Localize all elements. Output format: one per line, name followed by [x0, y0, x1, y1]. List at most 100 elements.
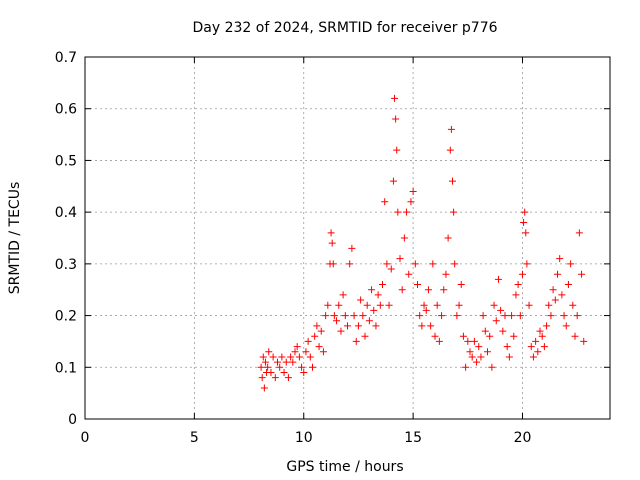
data-point: [453, 312, 461, 320]
data-point: [385, 301, 393, 309]
data-point: [341, 312, 349, 320]
data-point: [376, 301, 384, 309]
data-point: [549, 286, 557, 294]
data-point: [374, 291, 382, 299]
data-point: [383, 260, 391, 268]
y-tick-label: 0.1: [55, 360, 77, 376]
data-point: [488, 363, 496, 371]
data-point: [516, 312, 524, 320]
data-point: [327, 229, 335, 237]
data-point: [333, 317, 341, 325]
data-point: [324, 301, 332, 309]
data-point: [370, 306, 378, 314]
data-point: [497, 306, 505, 314]
data-point: [354, 322, 362, 330]
data-point: [462, 363, 470, 371]
data-point: [457, 281, 465, 289]
data-point: [503, 343, 511, 351]
data-point: [313, 322, 321, 330]
data-point: [512, 291, 520, 299]
data-point: [435, 337, 443, 345]
data-point: [414, 281, 421, 289]
data-point: [418, 322, 426, 330]
plot-frame: [84, 56, 611, 420]
x-axis: 0 5 10 15 20: [81, 57, 531, 446]
data-point: [315, 343, 323, 351]
data-point: [280, 368, 288, 376]
data-point: [306, 353, 314, 361]
data-point: [525, 301, 533, 309]
data-points: [257, 94, 588, 392]
y-tick-label: 0.5: [55, 153, 77, 169]
data-point: [508, 312, 516, 320]
data-point: [431, 332, 439, 340]
data-point: [429, 260, 437, 268]
y-tick-label: 0.4: [55, 205, 77, 221]
data-point: [534, 348, 542, 356]
data-point: [372, 322, 380, 330]
data-point: [379, 281, 386, 289]
data-point: [381, 198, 389, 206]
data-point: [330, 312, 338, 320]
data-point: [567, 260, 575, 268]
data-point: [422, 306, 430, 314]
data-point: [282, 358, 290, 366]
data-point: [278, 353, 286, 361]
data-point: [521, 208, 529, 216]
data-point: [357, 296, 365, 304]
data-point: [545, 301, 553, 309]
data-point: [319, 348, 327, 356]
y-tick-label: 0.7: [55, 50, 77, 66]
data-point: [449, 177, 456, 185]
data-point: [569, 301, 577, 309]
data-point: [468, 353, 476, 361]
data-point: [391, 94, 399, 102]
x-tick-label: 10: [295, 430, 313, 446]
data-point: [344, 322, 351, 330]
y-tick-label: 0.2: [55, 309, 77, 325]
data-point: [396, 255, 404, 263]
chart-title: Day 232 of 2024, SRMTID for receiver p77…: [192, 20, 497, 36]
data-point: [368, 286, 376, 294]
data-point: [289, 358, 297, 366]
data-point: [398, 286, 406, 294]
data-point: [564, 281, 572, 289]
y-axis-label: SRMTID / TECUs: [7, 182, 23, 295]
data-point: [551, 296, 559, 304]
data-point: [505, 353, 513, 361]
data-point: [479, 312, 487, 320]
data-point: [547, 312, 555, 320]
data-point: [433, 301, 441, 309]
data-point: [520, 218, 528, 226]
data-point: [420, 301, 428, 309]
data-point: [365, 317, 373, 325]
data-point: [558, 291, 566, 299]
data-point: [475, 343, 483, 351]
data-point: [536, 327, 544, 335]
data-point: [523, 260, 531, 268]
data-point: [322, 312, 330, 320]
data-point: [494, 275, 502, 283]
data-point: [346, 260, 354, 268]
data-point: [501, 312, 509, 320]
data-point: [298, 363, 306, 371]
data-point: [556, 255, 564, 263]
data-point: [265, 348, 273, 356]
data-point: [276, 363, 284, 371]
data-point: [339, 291, 347, 299]
data-point: [560, 312, 568, 320]
data-point: [267, 368, 275, 376]
data-point: [455, 301, 463, 309]
data-point: [293, 343, 301, 351]
data-point: [392, 115, 400, 123]
data-point: [527, 343, 535, 351]
data-point: [427, 322, 435, 330]
data-point: [529, 353, 537, 361]
data-point: [578, 270, 586, 278]
x-tick-label: 0: [81, 430, 90, 446]
data-point: [575, 229, 583, 237]
y-axis: 0 0.1 0.2 0.3 0.4 0.5 0.6 0.7: [55, 50, 610, 428]
y-tick-label: 0.3: [55, 257, 77, 273]
data-point: [348, 244, 356, 252]
data-point: [409, 187, 417, 195]
